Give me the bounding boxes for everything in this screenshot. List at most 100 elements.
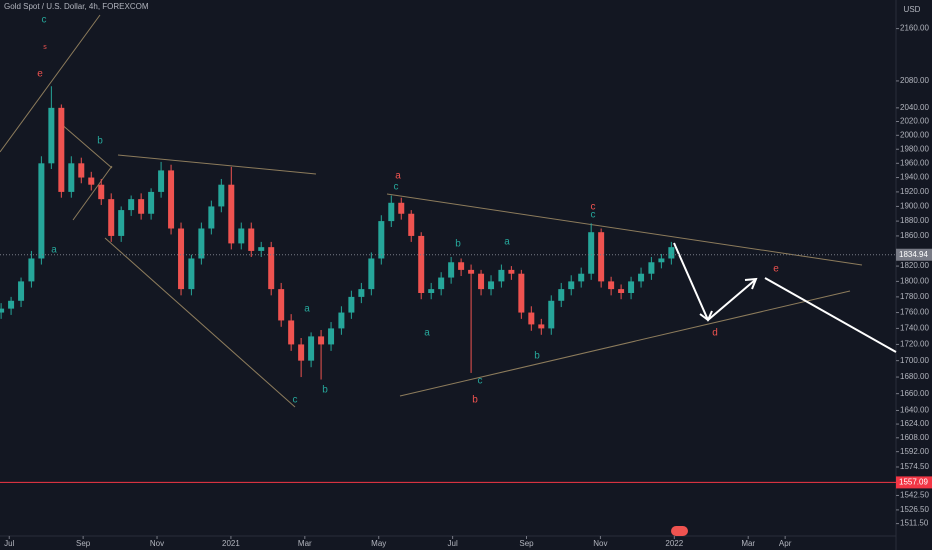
candle-body xyxy=(338,312,345,329)
candle-body xyxy=(438,277,445,290)
wave-label: a xyxy=(504,237,510,248)
currency-label: USD xyxy=(904,5,921,14)
y-tick-label: 1780.00 xyxy=(900,292,929,301)
candle-body xyxy=(38,163,45,259)
candle-body xyxy=(328,328,335,345)
candles xyxy=(0,86,675,380)
candle-body xyxy=(488,281,495,290)
candle-body xyxy=(158,170,165,192)
candle-body xyxy=(408,213,415,236)
wave-label: d xyxy=(712,328,718,339)
x-tick-label: Sep xyxy=(76,539,91,548)
candle-body xyxy=(108,199,115,236)
wave-label: e xyxy=(773,264,779,275)
drawings xyxy=(0,14,897,536)
candle-body xyxy=(468,269,475,274)
wave-label: b xyxy=(472,395,478,406)
x-tick-label: Mar xyxy=(298,539,312,548)
candle-body xyxy=(98,184,105,200)
candle-body xyxy=(628,281,635,293)
candle-body xyxy=(578,273,585,282)
arrow-head xyxy=(699,310,713,322)
candle-body xyxy=(318,336,325,345)
trend-line xyxy=(386,193,863,266)
wave-label: c xyxy=(591,210,596,221)
x-tick-label: Jul xyxy=(4,539,14,548)
wave-label: e xyxy=(37,69,43,80)
wave-label: c xyxy=(394,182,399,193)
y-tick-label: 1760.00 xyxy=(900,308,929,317)
y-tick-label: 2080.00 xyxy=(900,76,929,85)
candle-body xyxy=(548,300,555,329)
candle-body xyxy=(538,324,545,329)
x-tick-label: Mar xyxy=(741,539,755,548)
price-label-box xyxy=(896,476,932,489)
wave-label: c xyxy=(293,395,298,406)
y-tick-label: 1940.00 xyxy=(900,173,929,182)
candle-body xyxy=(568,281,575,290)
candle-body xyxy=(88,177,95,185)
y-tick-label: 1980.00 xyxy=(900,144,929,153)
candle-body xyxy=(428,289,435,293)
candle-body xyxy=(418,235,425,293)
candle-body xyxy=(248,228,255,251)
candle-body xyxy=(458,262,465,270)
candle-body xyxy=(18,281,25,301)
y-tick-label: 1700.00 xyxy=(900,356,929,365)
candle-body xyxy=(388,202,395,222)
wave-label: b xyxy=(322,385,328,396)
x-tick-label: Nov xyxy=(593,539,607,548)
candle-body xyxy=(0,308,5,313)
candle-body xyxy=(608,281,615,290)
candle-body xyxy=(598,232,605,282)
candle-body xyxy=(348,296,355,313)
candle-body xyxy=(508,269,515,274)
y-tick-label: 1608.00 xyxy=(900,433,929,442)
candle-body xyxy=(658,258,665,263)
y-tick-label: 1526.50 xyxy=(900,505,929,514)
candle-body xyxy=(238,228,245,244)
candle-body xyxy=(228,184,235,244)
y-tick-label: 2040.00 xyxy=(900,103,929,112)
chart-title: Gold Spot / U.S. Dollar, 4h, FOREXCOM xyxy=(4,2,149,11)
y-tick-label: 1660.00 xyxy=(900,389,929,398)
forecast-arrow xyxy=(764,277,897,353)
candle-body xyxy=(478,273,485,290)
y-tick-label: 1880.00 xyxy=(900,216,929,225)
candle-body xyxy=(378,221,385,259)
y-tick-label: 1920.00 xyxy=(900,187,929,196)
trend-line xyxy=(104,237,296,408)
candle-body xyxy=(198,228,205,259)
trend-line xyxy=(59,122,113,169)
y-tick-label: 1740.00 xyxy=(900,324,929,333)
event-icon xyxy=(671,526,688,536)
candle-body xyxy=(368,258,375,290)
y-tick-label: 1900.00 xyxy=(900,202,929,211)
candle-body xyxy=(618,289,625,293)
y-tick-label: 2020.00 xyxy=(900,117,929,126)
wave-label: b xyxy=(534,351,540,362)
candle-body xyxy=(278,289,285,321)
candle-body xyxy=(648,262,655,274)
trend-line xyxy=(117,154,317,175)
price-label-box xyxy=(896,248,932,261)
x-tick-label: Apr xyxy=(779,539,792,548)
wave-label: b xyxy=(455,239,461,250)
x-tick-label: Jul xyxy=(448,539,458,548)
y-tick-label: 1511.50 xyxy=(900,519,929,528)
wave-label: a xyxy=(424,328,430,339)
x-tick-label: Nov xyxy=(150,539,164,548)
price-label: 1557.09 xyxy=(899,478,928,487)
y-tick-label: 1860.00 xyxy=(900,231,929,240)
trend-line xyxy=(0,14,101,153)
trend-line xyxy=(399,290,851,397)
y-tick-label: 1720.00 xyxy=(900,340,929,349)
y-tick-label: 1592.00 xyxy=(900,447,929,456)
y-tick-label: 2000.00 xyxy=(900,130,929,139)
candle-body xyxy=(288,320,295,345)
candle-body xyxy=(298,344,305,361)
candle-body xyxy=(68,163,75,192)
x-tick-label: 2021 xyxy=(222,539,240,548)
